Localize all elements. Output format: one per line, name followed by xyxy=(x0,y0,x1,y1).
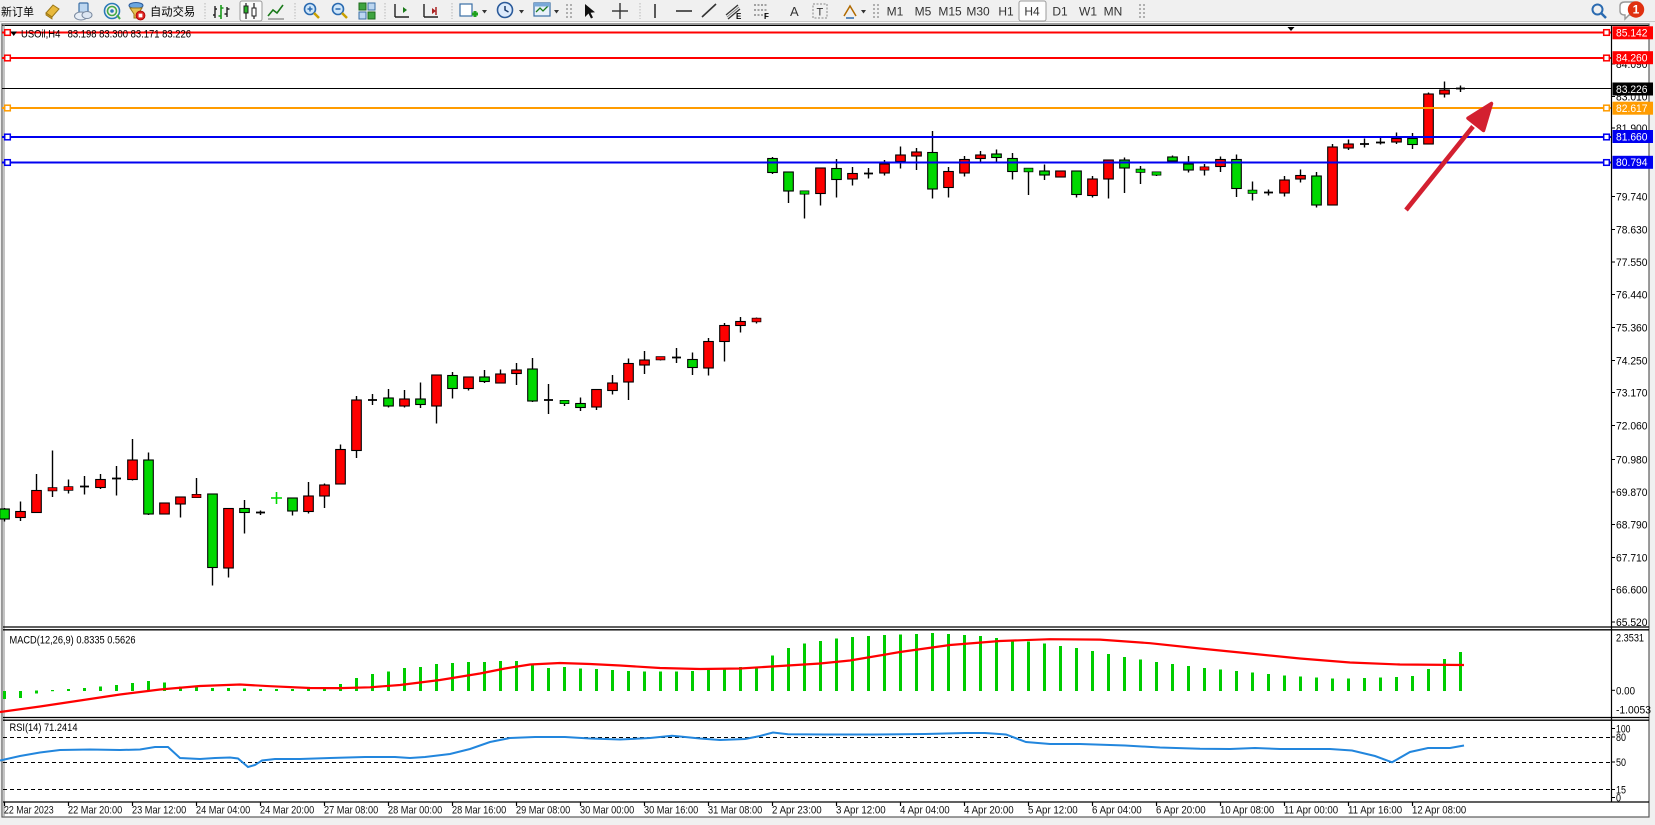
svg-text:6 Apr 04:00: 6 Apr 04:00 xyxy=(1092,805,1142,817)
svg-text:27 Mar 08:00: 27 Mar 08:00 xyxy=(324,805,378,817)
svg-text:79.740: 79.740 xyxy=(1616,191,1648,203)
svg-text:自动交易: 自动交易 xyxy=(150,5,195,19)
svg-text:24 Mar 04:00: 24 Mar 04:00 xyxy=(196,805,250,817)
svg-text:新订单: 新订单 xyxy=(1,5,34,19)
svg-text:22 Mar 2023: 22 Mar 2023 xyxy=(4,805,54,817)
svg-text:H1: H1 xyxy=(998,5,1014,19)
svg-text:65.520: 65.520 xyxy=(1616,617,1648,629)
svg-text:28 Mar 00:00: 28 Mar 00:00 xyxy=(388,805,442,817)
svg-text:5 Apr 12:00: 5 Apr 12:00 xyxy=(1028,805,1078,817)
svg-text:H4: H4 xyxy=(1024,5,1040,19)
svg-text:3 Apr 12:00: 3 Apr 12:00 xyxy=(836,805,886,817)
svg-text:67.710: 67.710 xyxy=(1616,552,1648,564)
svg-text:4 Apr 04:00: 4 Apr 04:00 xyxy=(900,805,950,817)
svg-text:RSI(14) 71.2414: RSI(14) 71.2414 xyxy=(10,722,78,734)
svg-text:W1: W1 xyxy=(1079,5,1097,19)
svg-text:M30: M30 xyxy=(966,5,990,19)
svg-text:66.600: 66.600 xyxy=(1616,584,1648,596)
svg-text:11 Apr 00:00: 11 Apr 00:00 xyxy=(1284,805,1338,817)
svg-text:68.790: 68.790 xyxy=(1616,519,1648,531)
svg-text:50: 50 xyxy=(1616,757,1626,769)
svg-text:80: 80 xyxy=(1616,732,1626,744)
svg-text:M1: M1 xyxy=(887,5,904,19)
svg-text:100: 100 xyxy=(1616,723,1631,735)
svg-text:T: T xyxy=(817,7,824,19)
svg-text:23 Mar 12:00: 23 Mar 12:00 xyxy=(132,805,186,817)
svg-text:2 Apr 23:00: 2 Apr 23:00 xyxy=(772,805,822,817)
svg-text:29 Mar 08:00: 29 Mar 08:00 xyxy=(516,805,570,817)
svg-text:MN: MN xyxy=(1104,5,1123,19)
svg-text:-1.0053: -1.0053 xyxy=(1616,705,1651,717)
svg-text:M15: M15 xyxy=(938,5,962,19)
svg-text:MACD(12,26,9) 0.8335 0.5626: MACD(12,26,9) 0.8335 0.5626 xyxy=(10,635,136,647)
svg-text:84.260: 84.260 xyxy=(1616,53,1648,65)
svg-text:D1: D1 xyxy=(1052,5,1068,19)
svg-text:24 Mar 20:00: 24 Mar 20:00 xyxy=(260,805,314,817)
svg-text:15: 15 xyxy=(1616,784,1626,796)
svg-text:F: F xyxy=(764,12,769,21)
svg-text:85.142: 85.142 xyxy=(1616,28,1648,40)
svg-text:73.170: 73.170 xyxy=(1616,387,1648,399)
svg-text:81.660: 81.660 xyxy=(1616,131,1648,143)
svg-text:30 Mar 00:00: 30 Mar 00:00 xyxy=(580,805,634,817)
svg-text:4 Apr 20:00: 4 Apr 20:00 xyxy=(964,805,1014,817)
svg-text:22 Mar 20:00: 22 Mar 20:00 xyxy=(68,805,122,817)
svg-text:83.226: 83.226 xyxy=(1616,84,1648,96)
svg-text:0: 0 xyxy=(1616,792,1621,804)
svg-text:A: A xyxy=(790,4,799,19)
svg-text:E: E xyxy=(736,12,742,21)
svg-text:74.250: 74.250 xyxy=(1616,355,1648,367)
svg-text:28 Mar 16:00: 28 Mar 16:00 xyxy=(452,805,506,817)
svg-text:2.3531: 2.3531 xyxy=(1616,633,1644,645)
svg-text:78.630: 78.630 xyxy=(1616,224,1648,236)
svg-text:30 Mar 16:00: 30 Mar 16:00 xyxy=(644,805,698,817)
svg-text:75.360: 75.360 xyxy=(1616,322,1648,334)
svg-text:11 Apr 16:00: 11 Apr 16:00 xyxy=(1348,805,1402,817)
svg-text:31 Mar 08:00: 31 Mar 08:00 xyxy=(708,805,762,817)
svg-text:70.980: 70.980 xyxy=(1616,454,1648,466)
svg-text:77.550: 77.550 xyxy=(1616,257,1648,269)
svg-text:10 Apr 08:00: 10 Apr 08:00 xyxy=(1220,805,1274,817)
svg-text:USOil,H4 83.198 83.300 83.171: USOil,H4 83.198 83.300 83.171 83.226 xyxy=(21,28,191,40)
svg-text:0.00: 0.00 xyxy=(1616,685,1635,697)
svg-text:82.617: 82.617 xyxy=(1616,103,1648,115)
svg-text:72.060: 72.060 xyxy=(1616,420,1648,432)
svg-text:12 Apr 08:00: 12 Apr 08:00 xyxy=(1412,805,1466,817)
svg-text:M5: M5 xyxy=(915,5,932,19)
svg-text:1: 1 xyxy=(1633,3,1640,17)
svg-text:6 Apr 20:00: 6 Apr 20:00 xyxy=(1156,805,1206,817)
svg-text:80.794: 80.794 xyxy=(1616,157,1648,169)
svg-text:76.440: 76.440 xyxy=(1616,289,1648,301)
svg-text:69.870: 69.870 xyxy=(1616,487,1648,499)
